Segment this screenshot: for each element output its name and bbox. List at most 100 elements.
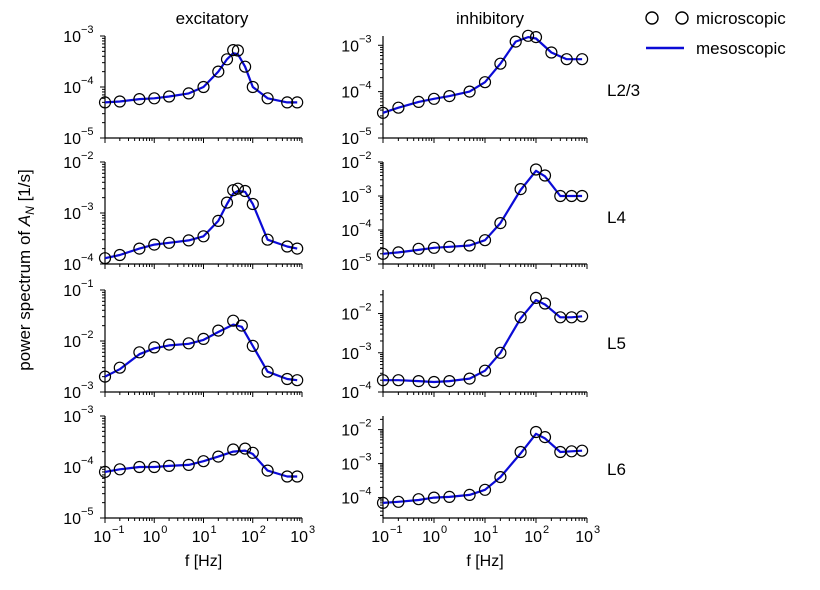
microscopic-point — [197, 80, 210, 94]
y-tick-exponent: −3 — [81, 24, 94, 36]
microscopic-point — [538, 169, 552, 182]
mesoscopic-line — [104, 449, 298, 478]
x-axis-label: f [Hz] — [185, 553, 222, 570]
y-tick-exponent: −5 — [359, 126, 372, 138]
microscopic-point — [575, 310, 589, 323]
x-tick-exponent: 0 — [441, 524, 447, 536]
y-tick-label: 10 — [63, 155, 81, 172]
microscopic-point — [529, 291, 543, 304]
microscopic-point — [239, 60, 252, 73]
y-tick-label: 10 — [341, 307, 359, 324]
y-tick-label: 10 — [63, 511, 81, 528]
y-tick-label: 10 — [341, 423, 359, 440]
y-tick-label: 10 — [341, 223, 359, 240]
microscopic-point — [239, 184, 252, 198]
mesoscopic-line — [382, 432, 583, 504]
microscopic-point — [291, 374, 304, 387]
y-tick-label: 10 — [63, 283, 81, 300]
mesoscopic-line — [382, 169, 583, 255]
microscopic-point — [246, 339, 259, 352]
y-tick-label: 10 — [63, 334, 81, 351]
microscopic-point — [575, 189, 589, 203]
y-tick-exponent: −2 — [81, 150, 94, 162]
y-axis-label-subscript: N — [23, 206, 37, 215]
microscopic-point — [392, 101, 405, 114]
microscopic-point — [392, 374, 405, 387]
microscopic-point — [197, 230, 210, 243]
y-tick-label: 10 — [341, 385, 359, 402]
microscopic-point — [148, 238, 161, 251]
y-tick-label: 10 — [341, 189, 359, 206]
microscopic-point — [575, 53, 589, 66]
microscopic-point — [246, 446, 259, 459]
microscopic-point — [291, 470, 304, 483]
microscopic-point — [529, 425, 543, 439]
microscopic-point — [148, 341, 161, 354]
x-tick-label: 10 — [192, 529, 210, 546]
y-tick-label: 10 — [63, 206, 81, 223]
microscopic-point — [163, 236, 176, 249]
microscopic-point — [113, 361, 126, 374]
y-tick-exponent: −2 — [359, 418, 372, 430]
y-tick-exponent: −1 — [81, 278, 94, 290]
panel-excitatory-l5: 10−310−210−1 — [63, 278, 304, 402]
y-tick-label: 10 — [341, 155, 359, 172]
x-tick-exponent: 0 — [161, 524, 167, 536]
microscopic-point — [182, 458, 195, 471]
microscopic-point — [392, 246, 405, 259]
x-tick-exponent: 2 — [260, 524, 266, 536]
row-label-l4: L4 — [607, 208, 626, 227]
x-tick-label: 10 — [142, 529, 160, 546]
microscopic-point — [478, 483, 492, 496]
microscopic-point — [376, 247, 390, 260]
microscopic-point — [509, 35, 522, 48]
microscopic-point — [281, 372, 294, 386]
microscopic-point — [494, 217, 507, 230]
x-axis-label: f [Hz] — [466, 553, 503, 570]
microscopic-point — [197, 332, 210, 345]
mesoscopic-line — [382, 36, 583, 114]
microscopic-point — [545, 46, 558, 59]
y-tick-label: 10 — [341, 85, 359, 102]
x-tick-label: 10 — [290, 529, 308, 546]
x-tick-label: 10 — [241, 529, 259, 546]
microscopic-point — [427, 375, 441, 389]
microscopic-point — [281, 96, 294, 109]
y-tick-label: 10 — [341, 131, 359, 148]
microscopic-point — [376, 106, 390, 119]
microscopic-point — [538, 297, 552, 310]
legend-circle-2 — [675, 11, 689, 25]
x-tick-exponent: 3 — [594, 524, 600, 536]
x-tick-exponent: 2 — [543, 524, 549, 536]
microscopic-point — [98, 252, 112, 265]
y-tick-label: 10 — [63, 409, 81, 426]
microscopic-point — [246, 197, 259, 211]
y-tick-exponent: −3 — [359, 341, 372, 353]
microscopic-point — [291, 242, 304, 255]
microscopic-point — [575, 444, 589, 457]
microscopic-point — [560, 53, 573, 66]
microscopic-point — [412, 242, 425, 255]
microscopic-point — [529, 163, 543, 176]
microscopic-point — [239, 442, 252, 455]
x-tick-exponent: 1 — [211, 524, 217, 536]
y-tick-exponent: −4 — [81, 75, 94, 87]
panel-excitatory-l4: 10−410−310−2 — [63, 150, 304, 274]
y-tick-exponent: −5 — [81, 506, 94, 518]
microscopic-point — [443, 490, 456, 503]
y-axis-label-suffix: [1/s] — [15, 169, 34, 206]
x-tick-exponent: 1 — [492, 524, 498, 536]
y-tick-exponent: −4 — [81, 252, 94, 264]
microscopic-point — [443, 89, 456, 103]
microscopic-point — [494, 471, 507, 484]
microscopic-point — [163, 338, 176, 351]
microscopic-point — [182, 234, 195, 247]
x-tick-label: 10 — [371, 529, 389, 546]
y-tick-label: 10 — [63, 29, 81, 46]
microscopic-point — [227, 443, 240, 456]
microscopic-point — [98, 370, 112, 383]
microscopic-point — [220, 53, 234, 66]
y-tick-exponent: −3 — [81, 201, 94, 213]
microscopic-point — [412, 375, 425, 388]
